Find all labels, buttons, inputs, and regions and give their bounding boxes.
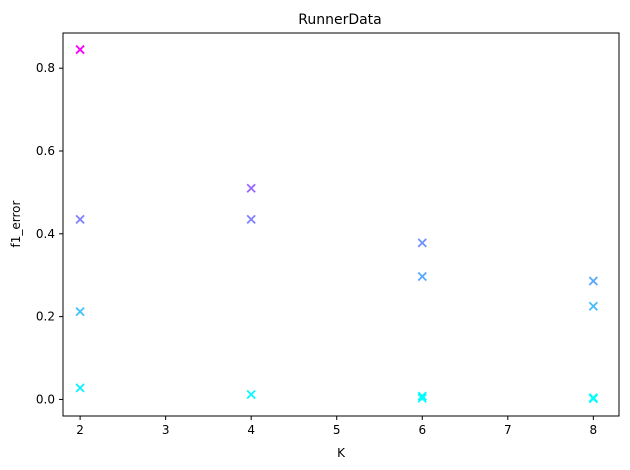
x-tick-label: 6 — [418, 423, 426, 437]
x-tick-label: 4 — [247, 423, 255, 437]
data-point — [75, 44, 85, 55]
y-axis-ticks: 0.0 0.2 0.4 0.6 0.8 — [36, 61, 63, 406]
data-point — [588, 301, 598, 311]
x-tick-label: 8 — [590, 423, 598, 437]
x-axis-ticks: 2 3 4 5 6 7 8 — [76, 416, 597, 437]
data-point — [588, 276, 598, 286]
x-tick-label: 2 — [76, 423, 84, 437]
x-axis-label: K — [337, 446, 346, 460]
data-point — [417, 391, 427, 401]
x-tick-label: 3 — [162, 423, 170, 437]
x-tick-label: 7 — [504, 423, 512, 437]
y-axis-label: f1_error — [9, 200, 23, 247]
x-tick-label: 5 — [333, 423, 341, 437]
data-point — [75, 307, 85, 317]
data-point — [588, 393, 598, 404]
data-point — [75, 383, 85, 393]
data-point — [246, 214, 256, 224]
data-point — [417, 271, 427, 282]
data-point — [246, 389, 256, 400]
data-point — [75, 214, 85, 224]
y-tick-label: 0.6 — [36, 144, 55, 158]
data-point — [246, 183, 256, 193]
data-point — [417, 238, 427, 248]
data-point — [417, 393, 427, 403]
y-tick-label: 0.8 — [36, 61, 55, 75]
y-tick-label: 0.4 — [36, 227, 55, 241]
chart-title: RunnerData — [298, 12, 382, 28]
data-points — [75, 44, 598, 404]
y-tick-label: 0.2 — [36, 310, 55, 324]
y-tick-label: 0.0 — [36, 392, 55, 406]
plot-frame — [62, 32, 620, 417]
